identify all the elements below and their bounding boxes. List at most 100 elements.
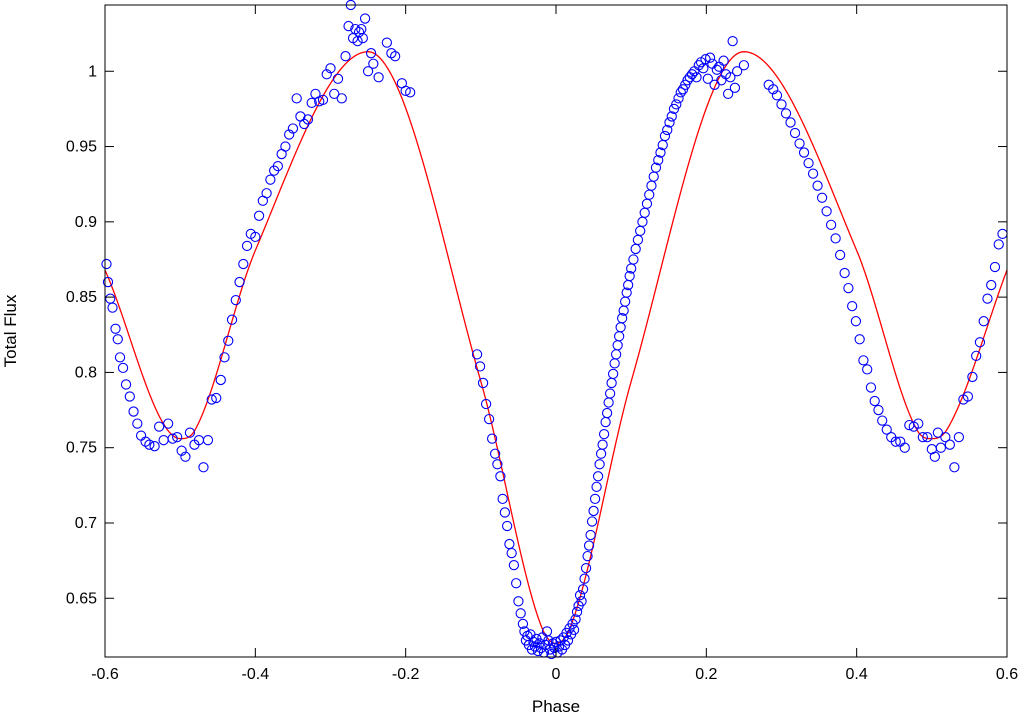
- data-point: [986, 279, 997, 291]
- data-point: [528, 636, 539, 648]
- data-point: [598, 428, 610, 440]
- y-axis-title: Total Flux: [1, 294, 20, 367]
- data-point: [600, 416, 611, 428]
- data-point: [589, 493, 601, 505]
- x-tick-label: 0: [552, 666, 561, 683]
- data-point: [662, 124, 673, 136]
- data-point: [595, 448, 607, 459]
- data-point: [515, 608, 526, 619]
- model-curve-layer: [104, 51, 1008, 645]
- data-point: [588, 505, 599, 517]
- data-point: [877, 415, 888, 426]
- data-point: [306, 97, 317, 109]
- data-point: [570, 614, 581, 625]
- data-point: [873, 404, 884, 416]
- data-point: [223, 335, 234, 346]
- data-point: [495, 471, 506, 482]
- data-point: [386, 48, 397, 59]
- data-point: [362, 66, 374, 77]
- data-point: [350, 23, 361, 35]
- data-point: [280, 141, 291, 152]
- data-point: [702, 73, 713, 84]
- data-point: [544, 644, 556, 655]
- data-point: [971, 350, 982, 361]
- data-point: [989, 261, 1001, 273]
- data-point: [664, 117, 675, 128]
- data-point: [506, 547, 517, 559]
- data-point: [167, 433, 178, 444]
- data-point: [368, 58, 379, 69]
- data-point: [365, 48, 377, 59]
- data-point: [474, 361, 486, 372]
- data-point: [135, 430, 147, 441]
- data-point: [780, 108, 792, 119]
- data-point: [830, 233, 841, 244]
- data-point: [302, 114, 314, 125]
- data-point: [582, 550, 593, 562]
- data-point: [583, 540, 595, 551]
- data-point: [499, 507, 511, 518]
- data-point: [172, 432, 183, 443]
- data-point: [340, 51, 351, 62]
- data-point: [517, 618, 529, 630]
- data-point: [727, 35, 738, 47]
- data-point: [825, 219, 837, 230]
- data-point: [962, 391, 974, 402]
- data-point: [317, 94, 329, 106]
- data-point: [949, 462, 960, 473]
- data-point: [230, 294, 241, 306]
- data-point: [691, 72, 702, 83]
- data-point: [850, 316, 862, 327]
- data-point: [215, 374, 226, 386]
- data-point: [858, 355, 869, 366]
- data-point: [359, 13, 371, 24]
- data-point: [816, 192, 828, 203]
- data-point: [291, 93, 302, 104]
- data-point: [854, 334, 865, 345]
- x-tick-label: -0.4: [242, 666, 270, 683]
- data-point: [101, 258, 112, 270]
- data-point: [336, 93, 347, 104]
- y-tick-label: 1: [88, 63, 97, 80]
- data-point: [967, 371, 978, 383]
- data-point: [586, 516, 598, 527]
- data-point: [722, 88, 734, 99]
- x-tick-label: 0.4: [846, 666, 868, 683]
- data-point: [613, 331, 625, 342]
- data-point: [287, 123, 299, 134]
- data-point: [637, 216, 648, 227]
- data-point: [812, 180, 823, 191]
- data-point: [325, 63, 336, 74]
- data-point: [144, 439, 155, 450]
- data-point: [501, 520, 513, 532]
- data-point: [574, 590, 586, 601]
- data-point: [929, 451, 940, 462]
- data-point: [272, 160, 284, 172]
- data-point: [329, 88, 340, 99]
- data-point: [913, 418, 924, 429]
- data-point: [890, 436, 901, 447]
- y-tick-label: 0.75: [66, 440, 97, 457]
- y-tick-label: 0.85: [66, 289, 97, 306]
- data-point: [105, 293, 116, 304]
- data-point: [562, 635, 574, 646]
- data-point: [132, 418, 143, 429]
- data-point: [771, 90, 783, 101]
- data-point: [899, 442, 910, 453]
- data-point: [389, 51, 401, 62]
- data-point: [206, 394, 217, 405]
- plot-frame: [104, 4, 1008, 658]
- data-point: [862, 364, 873, 375]
- data-point: [492, 459, 503, 470]
- data-point: [513, 596, 524, 607]
- data-point: [114, 352, 126, 363]
- data-point: [601, 407, 613, 419]
- axis-ticks: -0.6 -0.4 -0.2 0 0.2 0.4 0.6 0.65 0.7 0.75 0.8 0.85…: [66, 5, 1018, 683]
- data-point: [729, 82, 741, 93]
- data-point: [671, 99, 682, 110]
- data-point: [881, 424, 892, 435]
- data-point: [620, 296, 631, 307]
- data-point: [238, 258, 249, 270]
- data-point: [381, 37, 393, 48]
- data-point: [357, 32, 368, 44]
